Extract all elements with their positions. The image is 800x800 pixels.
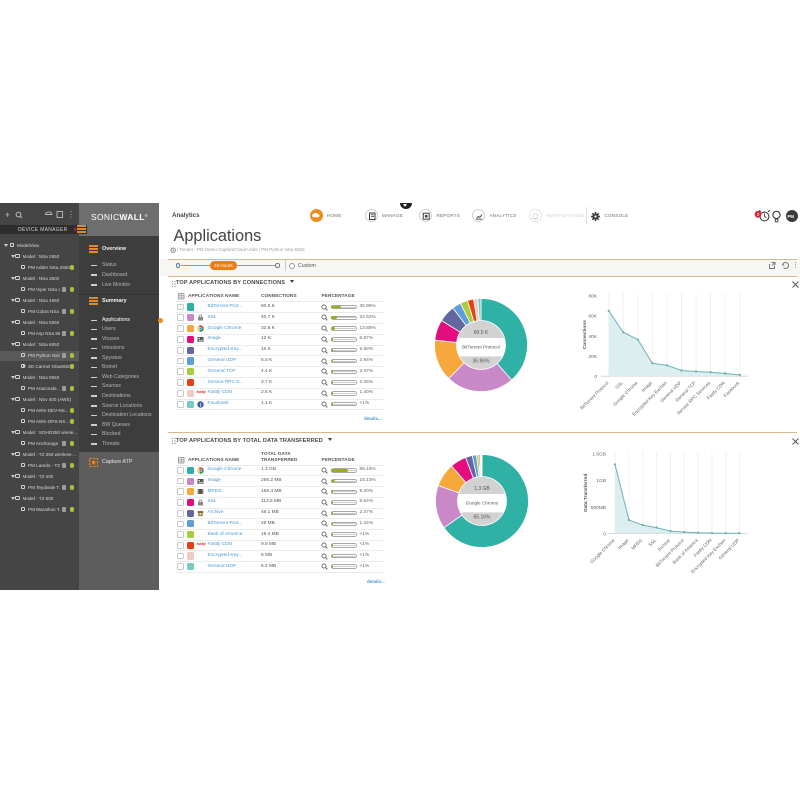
svg-text:60.5 K: 60.5 K xyxy=(474,330,489,336)
svg-text:Connections: Connections xyxy=(582,320,588,349)
svg-text:Image: Image xyxy=(617,537,630,550)
svg-text:40K: 40K xyxy=(588,334,597,340)
svg-text:36.96%: 36.96% xyxy=(473,359,491,365)
svg-text:BitTorrent Protocol: BitTorrent Protocol xyxy=(462,345,500,350)
svg-text:65.16%: 65.16% xyxy=(473,514,491,520)
svg-text:500MB: 500MB xyxy=(591,505,606,511)
svg-text:20K: 20K xyxy=(588,354,597,360)
svg-text:1.5GB: 1.5GB xyxy=(592,452,606,458)
svg-text:MPEG: MPEG xyxy=(630,537,643,550)
svg-text:1GB: 1GB xyxy=(596,478,606,484)
svg-text:1.3 GB: 1.3 GB xyxy=(474,486,490,492)
svg-text:0: 0 xyxy=(757,212,760,217)
svg-text:80K: 80K xyxy=(588,294,597,300)
svg-text:SSL: SSL xyxy=(614,380,624,390)
svg-text:60K: 60K xyxy=(588,314,597,320)
svg-text:SSL: SSL xyxy=(648,537,658,547)
svg-text:Google Chrome: Google Chrome xyxy=(589,537,616,564)
svg-text:Data Transferred: Data Transferred xyxy=(583,474,589,512)
svg-text:f: f xyxy=(199,402,201,408)
svg-text:0: 0 xyxy=(594,374,597,380)
svg-text:0: 0 xyxy=(603,531,606,537)
svg-text:Google Chrome: Google Chrome xyxy=(465,500,498,505)
